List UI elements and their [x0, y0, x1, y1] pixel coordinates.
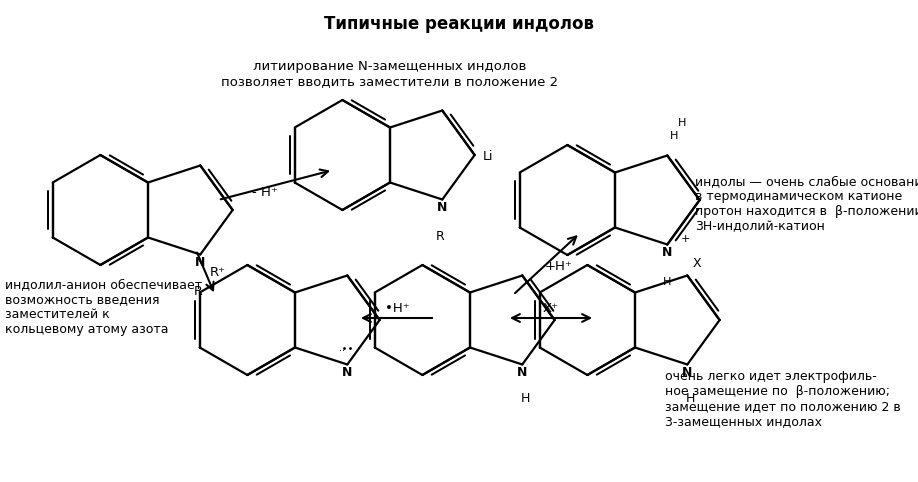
Text: N: N [196, 256, 206, 269]
Text: H: H [670, 131, 678, 141]
Text: литиирование N-замещенных индолов
позволяет вводить заместители в положение 2: литиирование N-замещенных индолов позвол… [221, 60, 558, 88]
Text: •H⁺: •H⁺ [385, 302, 409, 314]
Text: +H⁺: +H⁺ [544, 260, 572, 273]
Text: H: H [678, 118, 687, 128]
Text: X⁺: X⁺ [543, 302, 559, 314]
Text: индолы — очень слабые основания;
в термодинамическом катионе
протон находится в : индолы — очень слабые основания; в термо… [695, 175, 918, 233]
Text: N: N [437, 201, 447, 214]
Text: N: N [517, 366, 528, 379]
Text: - H⁺: - H⁺ [252, 186, 278, 199]
Text: H: H [521, 392, 530, 405]
Text: X: X [693, 257, 701, 270]
Text: H: H [663, 278, 671, 287]
Text: R: R [194, 285, 203, 298]
Text: очень легко идет электрофиль-
ное замещение по  β-положению;
замещение идет по п: очень легко идет электрофиль- ное замеще… [665, 370, 901, 428]
Text: Типичные реакции индолов: Типичные реакции индолов [324, 15, 594, 33]
Text: N: N [682, 366, 692, 379]
Text: N: N [662, 246, 673, 259]
Text: Li: Li [483, 150, 493, 163]
Text: H: H [686, 392, 695, 405]
Text: ··: ·· [340, 346, 345, 356]
Text: R: R [436, 230, 444, 243]
Text: N: N [342, 366, 353, 379]
Text: +: + [681, 234, 690, 244]
Text: индолил-анион обеспечивает
возможность введения
заместителей к
кольцевому атому : индолил-анион обеспечивает возможность в… [5, 278, 202, 336]
Text: R⁺: R⁺ [210, 266, 226, 279]
